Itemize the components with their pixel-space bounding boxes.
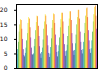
svg-text:20: 20 bbox=[0, 6, 8, 13]
svg-text:15: 15 bbox=[0, 21, 8, 28]
svg-text:0: 0 bbox=[4, 64, 8, 71]
svg-text:5: 5 bbox=[4, 50, 8, 57]
svg-text:10: 10 bbox=[0, 35, 8, 42]
